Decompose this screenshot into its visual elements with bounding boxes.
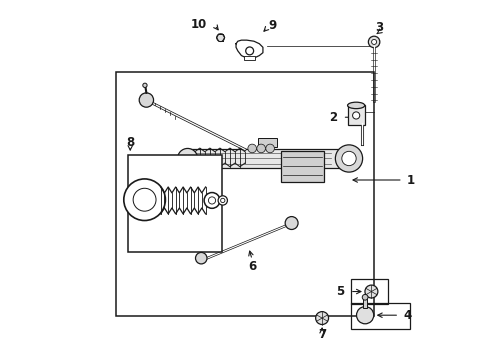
Circle shape bbox=[266, 144, 274, 153]
Bar bbox=[258, 138, 277, 147]
Circle shape bbox=[124, 179, 166, 221]
Circle shape bbox=[143, 83, 147, 87]
Text: 1: 1 bbox=[406, 174, 415, 186]
Circle shape bbox=[204, 193, 220, 208]
Circle shape bbox=[177, 148, 197, 168]
Circle shape bbox=[362, 294, 368, 300]
Circle shape bbox=[220, 198, 225, 203]
Circle shape bbox=[257, 144, 266, 153]
Text: 6: 6 bbox=[248, 261, 256, 274]
Bar bbox=[116, 72, 374, 316]
Circle shape bbox=[335, 145, 363, 172]
Text: 4: 4 bbox=[403, 309, 412, 322]
Circle shape bbox=[342, 151, 356, 166]
Circle shape bbox=[353, 112, 360, 119]
Text: 10: 10 bbox=[191, 18, 207, 31]
Bar bbox=[281, 151, 324, 182]
Circle shape bbox=[285, 217, 298, 229]
Bar bbox=[244, 56, 255, 60]
Circle shape bbox=[365, 285, 378, 298]
Bar bbox=[351, 303, 410, 329]
Circle shape bbox=[368, 36, 380, 48]
Bar bbox=[347, 105, 365, 126]
Text: 9: 9 bbox=[269, 19, 276, 32]
Bar bbox=[128, 155, 221, 252]
Circle shape bbox=[316, 312, 329, 324]
Circle shape bbox=[248, 144, 256, 153]
Text: 8: 8 bbox=[126, 136, 134, 149]
Bar bbox=[188, 149, 353, 168]
Circle shape bbox=[357, 307, 374, 324]
Bar bbox=[351, 279, 389, 304]
Circle shape bbox=[371, 40, 377, 44]
Circle shape bbox=[208, 197, 216, 204]
Text: 2: 2 bbox=[329, 111, 338, 124]
Circle shape bbox=[133, 188, 156, 211]
Text: 5: 5 bbox=[336, 285, 344, 298]
Bar bbox=[363, 298, 368, 308]
Ellipse shape bbox=[347, 102, 365, 109]
Circle shape bbox=[139, 93, 153, 107]
Text: 7: 7 bbox=[318, 328, 326, 341]
Circle shape bbox=[196, 252, 207, 264]
Circle shape bbox=[217, 34, 224, 41]
Circle shape bbox=[245, 47, 254, 55]
Text: 3: 3 bbox=[375, 21, 384, 34]
Circle shape bbox=[218, 196, 227, 205]
